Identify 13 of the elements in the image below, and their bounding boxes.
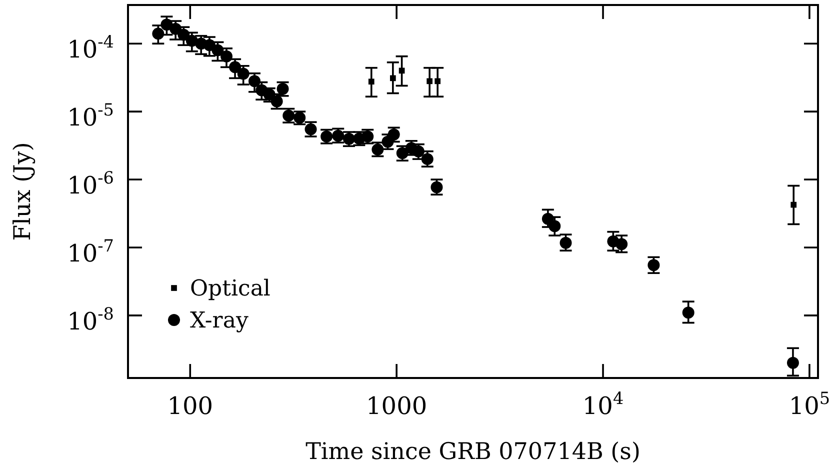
x-tick-label: 10$^{5}$ xyxy=(788,388,830,420)
legend-label: Optical xyxy=(190,276,270,302)
legend-label: X-ray xyxy=(190,308,249,334)
x-tick-label: 10$^{4}$ xyxy=(582,388,624,420)
y-tick-label: 10$^{-4}$ xyxy=(67,32,114,64)
x-tick-label: 1000 xyxy=(366,392,428,420)
y-tick-label: 10$^{-7}$ xyxy=(67,235,114,268)
x-tick-label: 100 xyxy=(167,392,214,420)
y-tick-label: 10$^{-6}$ xyxy=(67,167,114,200)
y-tick-label: 10$^{-5}$ xyxy=(67,99,114,132)
x-axis-title: Time since GRB 070714B (s) xyxy=(306,439,640,465)
y-axis-title: Flux (Jy) xyxy=(10,142,36,241)
y-tick-label: 10$^{-8}$ xyxy=(67,303,114,336)
